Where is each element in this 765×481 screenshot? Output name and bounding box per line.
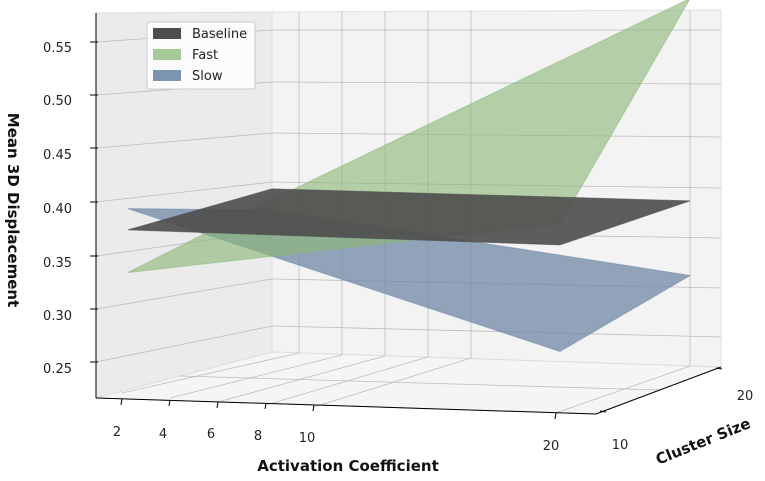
- z-ticks: 0.55 0.50 0.45 0.40 0.35 0.30 0.25: [43, 41, 98, 377]
- x-axis-line: [95, 397, 597, 415]
- z-tick-label: 0.30: [43, 309, 72, 324]
- legend-label: Fast: [192, 48, 218, 63]
- x-ticks: 2 4 6 8 10 20: [113, 398, 560, 454]
- x-tick-label: 20: [543, 439, 560, 454]
- x-tick-label: 8: [254, 429, 262, 444]
- surfaces: [127, 0, 692, 352]
- z-tick-label: 0.55: [43, 41, 72, 56]
- z-tick-label: 0.45: [43, 148, 72, 163]
- y-tick-label: 20: [737, 389, 754, 404]
- legend-label: Slow: [192, 69, 223, 84]
- x-tick-label: 6: [207, 427, 215, 442]
- z-tick-label: 0.50: [43, 94, 72, 109]
- legend-swatch: [153, 49, 181, 60]
- z-tick-label: 0.40: [43, 202, 72, 217]
- y-tick-label: 10: [612, 438, 629, 453]
- z-axis-title: Mean 3D Displacement: [4, 113, 22, 307]
- x-tick-label: 10: [299, 431, 316, 446]
- surface-baseline: [127, 188, 691, 246]
- legend-swatch: [153, 28, 181, 39]
- y-axis-title: Cluster Size: [653, 414, 753, 468]
- x-axis-title: Activation Coefficient: [257, 457, 439, 475]
- y-axis-line: [595, 366, 722, 415]
- legend-label: Baseline: [192, 27, 247, 42]
- z-tick-label: 0.35: [43, 256, 72, 271]
- z-tick-label: 0.25: [43, 362, 72, 377]
- axis-lines: [95, 13, 722, 415]
- y-ticks: 10 20: [599, 367, 754, 453]
- legend-swatch: [153, 70, 181, 81]
- x-tick-label: 4: [159, 427, 167, 442]
- x-tick-label: 2: [113, 425, 121, 440]
- legend: Baseline Fast Slow: [146, 21, 256, 90]
